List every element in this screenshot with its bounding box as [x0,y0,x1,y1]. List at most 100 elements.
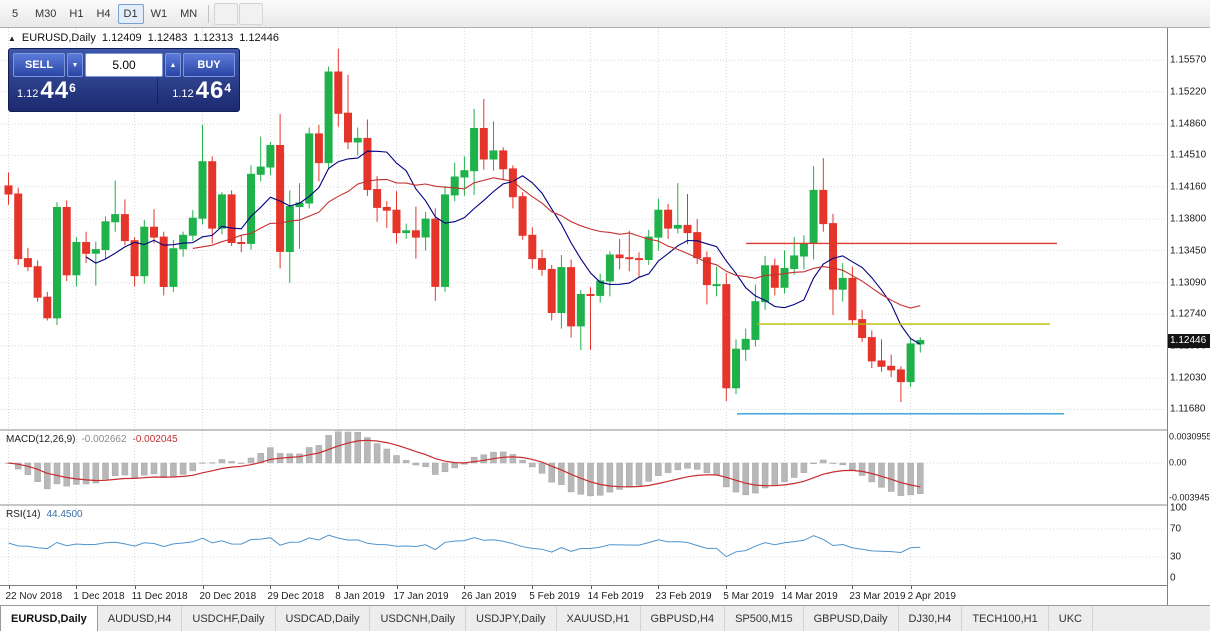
macd-axis-label: 0.0030955 [1169,431,1210,442]
sell-price-pipette: 6 [69,81,76,95]
buy-button[interactable]: BUY [183,53,235,77]
macd-indicator-label: MACD(12,26,9) -0.002662 -0.002045 [6,434,178,445]
ohlc-open: 1.12409 [101,32,142,44]
date-axis-label: 22 Nov 2018 [5,591,63,602]
collapse-panel-icon[interactable]: ▲ [8,33,16,43]
date-axis-label: 11 Dec 2018 [131,591,188,602]
timeframe-button-h1[interactable]: H1 [63,4,89,24]
buy-price-big-digits: 46 [195,77,225,104]
date-axis-label: 29 Dec 2018 [267,591,325,602]
date-tick [202,586,204,589]
price-axis-label: 1.14160 [1170,181,1207,193]
chart-tab-dj30-h4[interactable]: DJ30,H4 [899,606,963,631]
chart-tab-usdcnh-daily[interactable]: USDCNH,Daily [370,606,467,631]
timeframe-button-w1[interactable]: W1 [145,4,174,24]
timeframe-toolbar: 5 M30 H1 H4 D1 W1 MN [0,0,1210,28]
date-tick [590,586,592,589]
date-tick [852,586,854,589]
date-tick [658,586,660,589]
chart-tab-ukc[interactable]: UKC [1049,606,1093,631]
sell-price-prefix: 1.12 [17,88,39,100]
date-tick [76,586,78,589]
price-axis-label: 1.15220 [1170,86,1207,98]
date-axis-label: 23 Feb 2019 [655,591,712,602]
date-tick [134,586,136,589]
rsi-axis-label: 30 [1170,551,1182,563]
buy-price-display: 1.12 46 4 [157,78,235,104]
chart-tab-tech100-h1[interactable]: TECH100,H1 [962,606,1049,631]
price-axis-label: 1.14510 [1170,149,1207,161]
date-axis-label: 26 Jan 2019 [461,591,517,602]
price-axis-label: 1.12740 [1170,308,1207,320]
date-tick [8,586,10,589]
price-axis: 1.15570 1.15220 1.14860 1.14510 1.14160 1.138… [1167,28,1210,605]
chart-tab-usdjpy-daily[interactable]: USDJPY,Daily [466,606,557,631]
date-tick [726,586,728,589]
date-axis-label: 1 Dec 2018 [73,591,125,602]
date-axis-label: 17 Jan 2019 [393,591,449,602]
date-axis-label: 8 Jan 2019 [335,591,385,602]
date-axis-label: 20 Dec 2018 [199,591,257,602]
lot-decrease-icon[interactable]: ▼ [67,53,83,77]
timeframe-button-m30[interactable]: M30 [29,4,62,24]
chart-tab-usdchf-daily[interactable]: USDCHF,Daily [182,606,276,631]
rsi-value: 44.4500 [46,509,83,520]
timeframe-button-5[interactable]: 5 [2,4,28,24]
date-tick [910,586,912,589]
chart-area: ▲ EURUSD,Daily 1.12409 1.12483 1.12313 1… [0,28,1210,605]
timeframe-button-d1[interactable]: D1 [117,3,144,24]
lot-size-input[interactable] [85,53,163,77]
chart-symbol-label: EURUSD,Daily [21,32,96,44]
macd-title: MACD(12,26,9) [6,434,76,445]
timeframe-button-mn[interactable]: MN [174,4,203,24]
timeframe-button-h4[interactable]: H4 [90,4,116,24]
price-chart-canvas[interactable] [0,28,1167,585]
macd-axis-label: -0.0039455 [1169,492,1210,503]
date-tick [464,586,466,589]
chart-tab-sp500-m15[interactable]: SP500,M15 [725,606,804,631]
macd-axis-label: 0.00 [1169,457,1187,468]
date-axis-label: 5 Feb 2019 [529,591,580,602]
sell-price-big-digits: 44 [40,77,70,104]
date-axis-label: 14 Feb 2019 [587,591,644,602]
price-axis-label: 1.14860 [1170,118,1207,130]
price-axis-label: 1.11680 [1170,403,1206,415]
date-axis-label: 5 Mar 2019 [723,591,774,602]
rsi-axis-label: 70 [1170,523,1182,535]
lot-increase-icon[interactable]: ▲ [165,53,181,77]
sell-button[interactable]: SELL [13,53,65,77]
ohlc-close: 1.12446 [239,32,279,44]
date-tick [338,586,340,589]
rsi-title: RSI(14) [6,509,41,520]
toolbar-button-blank[interactable] [239,2,264,25]
ohlc-low: 1.12313 [193,32,234,44]
sell-price-display: 1.12 44 6 [13,78,80,104]
chart-ohlc-header: ▲ EURUSD,Daily 1.12409 1.12483 1.12313 1… [8,32,279,44]
chart-tab-xauusd-h1[interactable]: XAUUSD,H1 [557,606,641,631]
price-axis-label: 1.13450 [1170,245,1207,257]
toolbar-separator [208,4,210,23]
price-axis-label: 1.15570 [1170,54,1207,66]
chart-tab-audusd-h4[interactable]: AUDUSD,H4 [98,606,183,631]
date-axis-label: 14 Mar 2019 [781,591,838,602]
chart-tabs-bar: EURUSD,Daily AUDUSD,H4 USDCHF,Daily USDCAD,… [0,605,1210,631]
chart-tab-usdcad-daily[interactable]: USDCAD,Daily [276,606,371,631]
date-axis-label: 23 Mar 2019 [849,591,906,602]
date-tick [396,586,398,589]
rsi-indicator-label: RSI(14) 44.4500 [6,509,83,520]
buy-price-prefix: 1.12 [172,88,194,100]
buy-price-pipette: 4 [224,81,231,95]
date-tick [784,586,786,589]
toolbar-button-blank[interactable] [214,2,239,25]
price-axis-label: 1.13090 [1170,277,1207,289]
rsi-axis-label: 100 [1170,502,1187,514]
date-axis-label: 2 Apr 2019 [907,591,956,602]
current-price-badge: 1.12446 [1168,333,1210,348]
chart-tab-eurusd-daily[interactable]: EURUSD,Daily [0,606,98,631]
chart-tab-gbpusd-h4[interactable]: GBPUSD,H4 [641,606,726,631]
chart-tab-gbpusd-daily[interactable]: GBPUSD,Daily [804,606,899,631]
ohlc-high: 1.12483 [147,32,188,44]
price-axis-label: 1.12030 [1170,372,1207,384]
price-axis-label: 1.13800 [1170,213,1207,225]
